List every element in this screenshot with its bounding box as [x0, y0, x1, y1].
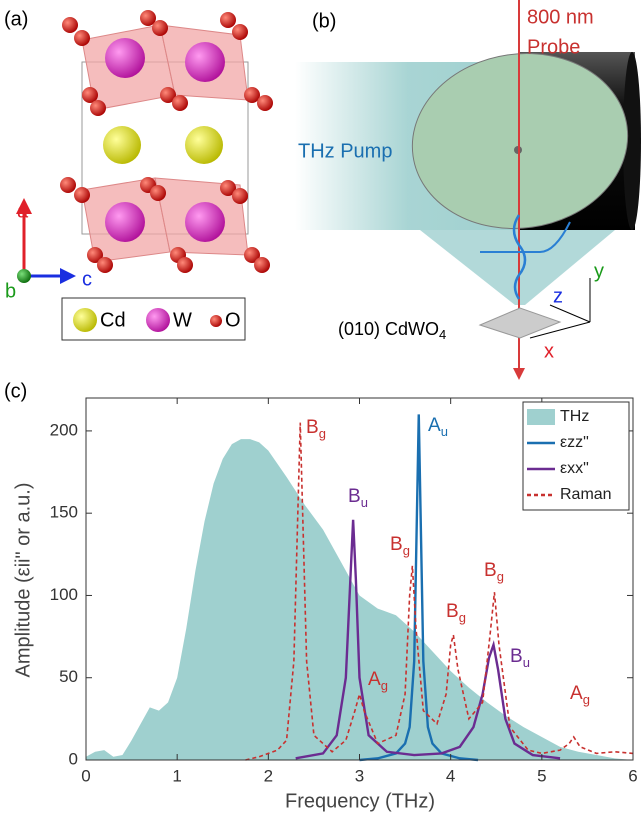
peak-annotation: Bg	[484, 560, 504, 584]
figure: (a) a b c	[0, 0, 642, 818]
x-axis-label: Frequency (THz)	[285, 790, 435, 812]
legend-label: Raman	[560, 486, 612, 503]
probe-label: Probe	[527, 36, 580, 58]
sample-name: (010) CdWO	[338, 319, 439, 339]
annotation-sub: g	[583, 692, 590, 707]
probe-label: 800 nm	[527, 6, 594, 28]
x-tick-label: 6	[628, 766, 637, 785]
annotation-sub: g	[497, 569, 504, 584]
legend-swatch	[73, 308, 97, 332]
legend-swatch	[146, 308, 170, 332]
annotation-sub: g	[459, 610, 466, 625]
axis-label: b	[5, 280, 16, 302]
axis-label: z	[553, 285, 563, 307]
axis-label: a	[17, 200, 29, 222]
sample-label: (010) CdWO4	[338, 319, 446, 343]
y-axis-label: Amplitude (εii" or a.u.)	[12, 483, 34, 678]
peak-annotation: Bg	[390, 534, 410, 558]
annotation-sub: u	[523, 655, 530, 670]
peak-annotation: Bu	[348, 486, 368, 510]
annotation-sub: u	[361, 495, 368, 510]
x-tick-label: 0	[81, 766, 90, 785]
x-tick-label: 5	[537, 766, 546, 785]
annotation-main: B	[390, 534, 403, 555]
peak-annotation: Bg	[306, 417, 326, 441]
arrow-head	[60, 268, 76, 284]
legend-label: εxx"	[560, 460, 589, 477]
sample-sub: 4	[439, 327, 446, 342]
axis-label: y	[594, 260, 604, 282]
peak-annotation: Bg	[446, 601, 466, 625]
legend-swatch	[527, 409, 555, 425]
peak-annotation: Bu	[510, 646, 530, 670]
annotation-sub: g	[381, 678, 388, 693]
x-tick-label: 2	[264, 766, 273, 785]
annotation-sub: g	[319, 426, 326, 441]
legend-label: Cd	[100, 309, 126, 331]
legend-label: W	[173, 309, 192, 331]
x-tick-label: 1	[172, 766, 181, 785]
annotation-sub: g	[403, 543, 410, 558]
annotation-sub: u	[441, 424, 448, 439]
annotation-main: B	[446, 601, 459, 622]
legend-swatch	[210, 315, 222, 327]
x-tick-label: 3	[355, 766, 364, 785]
y-tick-label: 0	[69, 749, 78, 768]
axis-line	[550, 305, 590, 322]
axis-label: c	[82, 268, 92, 290]
y-tick-label: 150	[50, 503, 78, 522]
annotation-main: B	[348, 486, 361, 507]
annotation-main: A	[570, 683, 583, 704]
experiment-schematic: (b) 800 nm Probe THz Pump (010) CdWO4 y …	[295, 0, 641, 380]
pump-label: THz Pump	[298, 140, 392, 162]
axis-origin	[17, 269, 31, 283]
spectrum-chart: (c) Frequency (THz) Amplitude (εii" or a…	[4, 380, 638, 812]
annotation-main: B	[510, 646, 523, 667]
arrow-head	[513, 368, 525, 380]
panel-label: (a)	[4, 8, 28, 30]
panel-label: (b)	[312, 10, 336, 32]
crystal-structure: (a) a b c	[4, 8, 273, 340]
x-tick-label: 4	[446, 766, 455, 785]
legend-label: THz	[560, 408, 589, 425]
legend-label: O	[225, 309, 241, 331]
y-tick-label: 200	[50, 420, 78, 439]
y-tick-label: 100	[50, 585, 78, 604]
annotation-main: B	[484, 560, 497, 581]
peak-annotation: Ag	[570, 683, 590, 707]
annotation-main: A	[368, 669, 381, 690]
peak-annotation: Au	[428, 415, 448, 439]
annotation-main: A	[428, 415, 441, 436]
axis-label: x	[544, 340, 554, 362]
annotation-main: B	[306, 417, 319, 438]
legend-label: εzz"	[560, 434, 589, 451]
panel-label: (c)	[4, 380, 27, 402]
y-tick-label: 50	[59, 667, 78, 686]
